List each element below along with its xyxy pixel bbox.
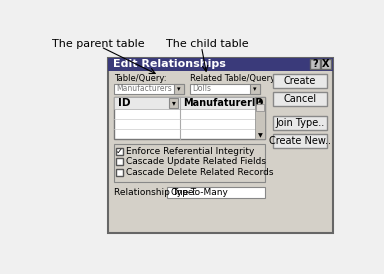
- Text: Manufacturers: Manufacturers: [116, 84, 172, 93]
- Text: ▲: ▲: [258, 98, 262, 103]
- Text: Join Type..: Join Type..: [275, 118, 324, 128]
- Text: ID: ID: [118, 98, 130, 108]
- Bar: [114, 144, 265, 182]
- Text: Edit Relationships: Edit Relationships: [113, 59, 226, 69]
- Bar: [116, 158, 123, 165]
- Bar: [114, 97, 255, 109]
- Text: Cascade Update Related Fields: Cascade Update Related Fields: [126, 156, 266, 165]
- Bar: [255, 97, 265, 139]
- Bar: [256, 104, 264, 112]
- Bar: [114, 84, 184, 94]
- Text: ManufaturerID: ManufaturerID: [183, 98, 263, 108]
- Bar: [169, 98, 178, 108]
- Text: Table/Query:: Table/Query:: [114, 75, 166, 84]
- Text: Related Table/Query:: Related Table/Query:: [190, 75, 277, 84]
- Text: ▾: ▾: [177, 86, 181, 92]
- Text: Create New..: Create New..: [269, 136, 331, 146]
- Bar: [310, 59, 320, 69]
- Text: ?: ?: [312, 59, 318, 69]
- Text: Cascade Delete Related Records: Cascade Delete Related Records: [126, 168, 274, 177]
- Text: ▼: ▼: [258, 133, 262, 138]
- Text: One-To-Many: One-To-Many: [170, 188, 228, 197]
- Bar: [167, 187, 265, 198]
- Bar: [116, 148, 123, 155]
- Text: Cancel: Cancel: [283, 94, 316, 104]
- Bar: [273, 116, 327, 130]
- Bar: [108, 58, 333, 72]
- Bar: [114, 97, 265, 139]
- Text: ▾: ▾: [253, 86, 257, 92]
- Bar: [273, 75, 327, 88]
- Bar: [273, 92, 327, 106]
- Bar: [273, 134, 327, 148]
- Bar: [174, 84, 184, 94]
- Text: X: X: [322, 59, 329, 69]
- Text: ▾: ▾: [172, 98, 175, 107]
- Text: ✓: ✓: [116, 147, 123, 156]
- Text: The parent table: The parent table: [52, 39, 144, 49]
- Text: Relationship Type:: Relationship Type:: [114, 188, 196, 197]
- Text: The child table: The child table: [166, 39, 248, 49]
- Bar: [108, 58, 333, 233]
- Text: Dolls: Dolls: [192, 84, 211, 93]
- Bar: [250, 84, 260, 94]
- Bar: [116, 169, 123, 176]
- Bar: [190, 84, 260, 94]
- Text: Create: Create: [284, 76, 316, 86]
- Bar: [321, 59, 331, 69]
- Text: Enforce Referential Integrity: Enforce Referential Integrity: [126, 147, 255, 156]
